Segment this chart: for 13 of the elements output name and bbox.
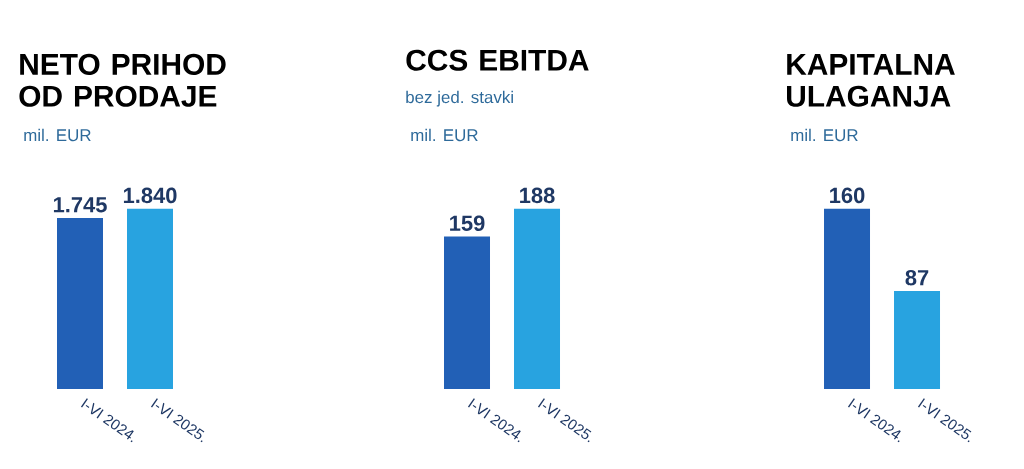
chart-title: CCS EBITDA	[406, 49, 589, 71]
chart-subtitle: bez jed. stavki	[406, 90, 513, 107]
data-label: 87	[905, 269, 929, 286]
data-label: 160	[830, 187, 865, 204]
y-axis-title: mil. EUR	[24, 128, 91, 142]
data-label: 188	[520, 187, 555, 204]
y-axis-title: mil. EUR	[791, 128, 858, 142]
data-label: 159	[450, 215, 485, 231]
y-axis-title: mil. EUR	[411, 128, 478, 142]
data-label: 1.840	[123, 187, 177, 204]
data-label: 1.745	[53, 197, 107, 213]
chart-title: NETO PRIHOD OD PRODAJE	[19, 53, 226, 107]
chart-title: KAPITALNA ULAGANJA	[787, 54, 955, 107]
